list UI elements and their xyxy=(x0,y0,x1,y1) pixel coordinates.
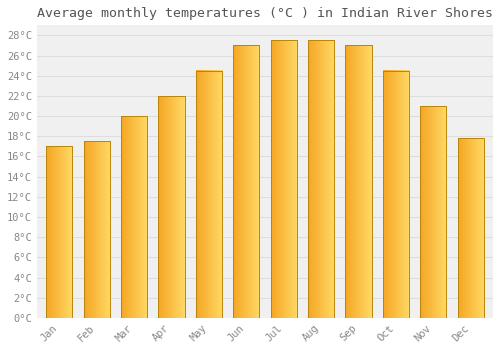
Bar xyxy=(196,71,222,318)
Bar xyxy=(420,106,446,318)
Bar xyxy=(158,96,184,318)
Bar xyxy=(308,40,334,318)
Bar xyxy=(46,146,72,318)
Bar xyxy=(233,46,260,318)
Bar xyxy=(121,116,147,318)
Bar xyxy=(458,138,483,318)
Bar xyxy=(458,138,483,318)
Bar xyxy=(158,96,184,318)
Bar xyxy=(196,71,222,318)
Bar xyxy=(121,116,147,318)
Bar xyxy=(382,71,409,318)
Bar xyxy=(346,46,372,318)
Bar xyxy=(420,106,446,318)
Bar xyxy=(84,141,110,318)
Bar xyxy=(382,71,409,318)
Bar xyxy=(308,40,334,318)
Title: Average monthly temperatures (°C ) in Indian River Shores: Average monthly temperatures (°C ) in In… xyxy=(37,7,493,20)
Bar xyxy=(270,40,296,318)
Bar xyxy=(346,46,372,318)
Bar xyxy=(84,141,110,318)
Bar xyxy=(46,146,72,318)
Bar xyxy=(270,40,296,318)
Bar xyxy=(233,46,260,318)
